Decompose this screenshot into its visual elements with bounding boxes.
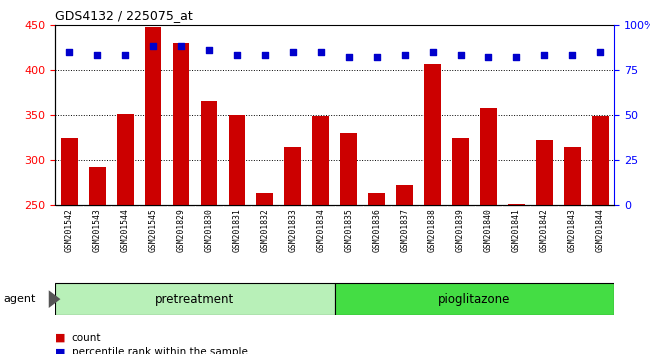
Bar — [145, 28, 161, 205]
Text: GSM201840: GSM201840 — [484, 208, 493, 252]
Bar — [424, 64, 441, 205]
Bar — [201, 101, 217, 205]
Point — [456, 53, 466, 58]
Point — [512, 55, 522, 60]
Point — [484, 55, 494, 60]
Point — [567, 53, 578, 58]
Point — [595, 49, 606, 55]
Bar — [55, 283, 335, 315]
Bar — [117, 114, 133, 205]
Text: GSM201841: GSM201841 — [512, 208, 521, 252]
Text: GSM201545: GSM201545 — [149, 208, 157, 252]
Bar — [285, 147, 301, 205]
Text: count: count — [72, 333, 101, 343]
Text: GSM201543: GSM201543 — [93, 208, 101, 252]
Bar — [335, 283, 614, 315]
Bar — [508, 204, 525, 205]
Text: GSM201836: GSM201836 — [372, 208, 381, 252]
Bar — [480, 108, 497, 205]
Bar — [452, 138, 469, 205]
Point — [64, 49, 75, 55]
Point — [260, 53, 270, 58]
Bar — [313, 116, 329, 205]
Text: GSM201833: GSM201833 — [289, 208, 297, 252]
Bar — [369, 193, 385, 205]
Bar — [536, 140, 552, 205]
Text: GSM201831: GSM201831 — [233, 208, 241, 252]
Bar — [396, 185, 413, 205]
Text: agent: agent — [3, 294, 36, 304]
Point — [344, 55, 354, 60]
Bar — [89, 166, 105, 205]
Text: GSM201838: GSM201838 — [428, 208, 437, 252]
Point — [316, 49, 326, 55]
Text: ■: ■ — [55, 333, 66, 343]
Point — [231, 53, 242, 58]
Bar — [592, 116, 608, 205]
Text: GSM201544: GSM201544 — [121, 208, 129, 252]
Text: GSM201832: GSM201832 — [261, 208, 269, 252]
Bar — [564, 147, 580, 205]
Text: GSM201843: GSM201843 — [568, 208, 577, 252]
Point — [92, 53, 103, 58]
Polygon shape — [49, 290, 60, 308]
Point — [148, 44, 159, 49]
Text: GSM201830: GSM201830 — [205, 208, 213, 252]
Text: GDS4132 / 225075_at: GDS4132 / 225075_at — [55, 9, 193, 22]
Bar — [173, 43, 189, 205]
Text: pretreatment: pretreatment — [155, 293, 235, 306]
Text: GSM201837: GSM201837 — [400, 208, 409, 252]
Text: GSM201834: GSM201834 — [317, 208, 325, 252]
Text: ■: ■ — [55, 347, 66, 354]
Point — [176, 44, 187, 49]
Text: GSM201829: GSM201829 — [177, 208, 185, 252]
Point — [288, 49, 298, 55]
Bar — [341, 133, 357, 205]
Text: GSM201835: GSM201835 — [344, 208, 353, 252]
Point — [204, 47, 214, 53]
Point — [428, 49, 438, 55]
Point — [540, 53, 550, 58]
Text: pioglitazone: pioglitazone — [438, 293, 511, 306]
Text: GSM201844: GSM201844 — [596, 208, 605, 252]
Bar — [229, 115, 245, 205]
Bar — [61, 138, 77, 205]
Point — [399, 53, 410, 58]
Text: percentile rank within the sample: percentile rank within the sample — [72, 347, 248, 354]
Text: GSM201542: GSM201542 — [65, 208, 73, 252]
Text: GSM201842: GSM201842 — [540, 208, 549, 252]
Bar — [257, 193, 273, 205]
Point — [120, 53, 131, 58]
Point — [372, 55, 382, 60]
Text: GSM201839: GSM201839 — [456, 208, 465, 252]
